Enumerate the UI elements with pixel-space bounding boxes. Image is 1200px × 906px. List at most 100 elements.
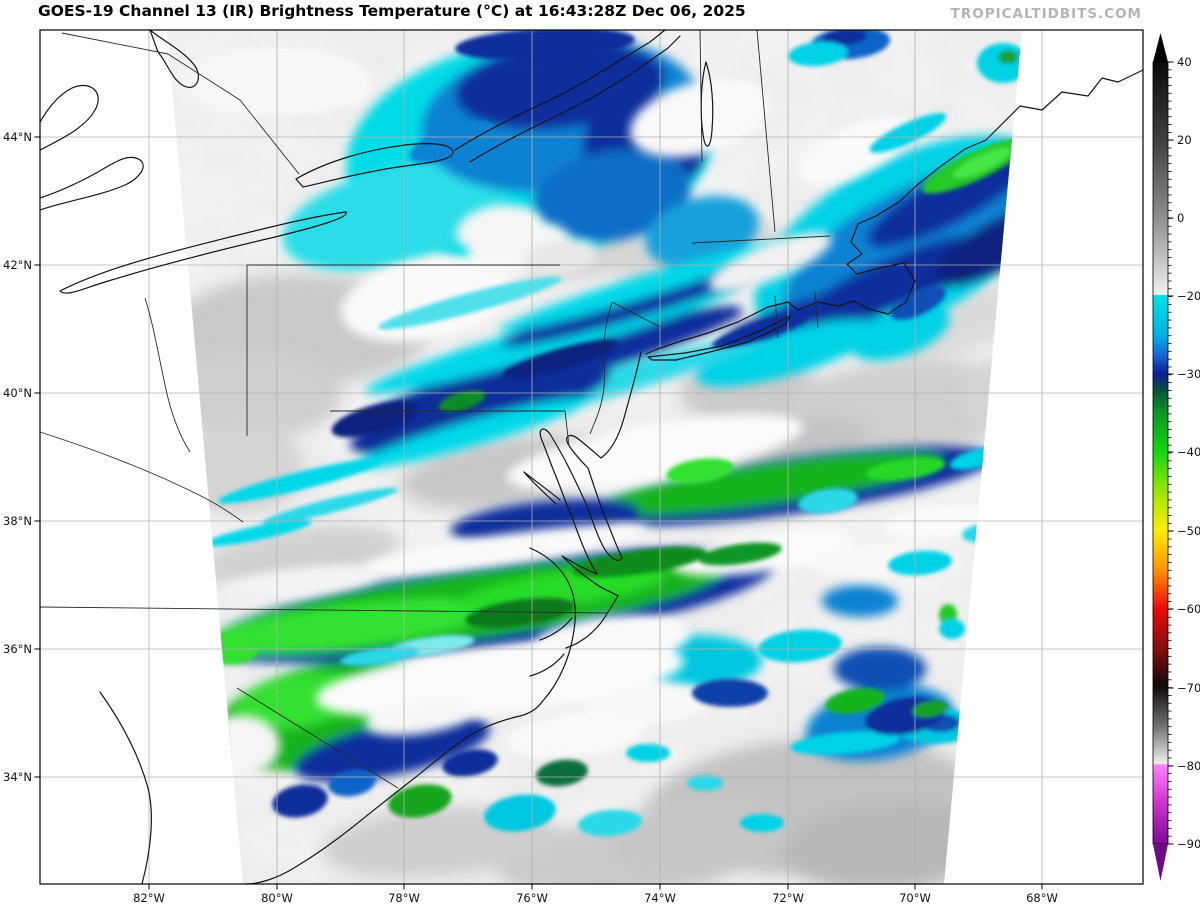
lon-tick-label: 82°W xyxy=(133,891,165,905)
cold-cloud-bands-layer-blob xyxy=(532,149,692,243)
border-line xyxy=(699,29,703,163)
coastline xyxy=(523,471,561,505)
border-line xyxy=(564,410,570,447)
cold-cloud-bands-layer-blob xyxy=(850,303,950,361)
convective-cells-layer-blob xyxy=(798,488,858,514)
state-borders xyxy=(39,29,831,789)
border-line xyxy=(756,29,776,233)
coastlines xyxy=(39,29,1144,885)
convective-cells-layer-blob xyxy=(692,679,768,707)
cold-cloud-bands-layer-blob xyxy=(457,566,667,612)
clear-gaps-layer-blob xyxy=(456,204,544,254)
colorbar-tick-label: −20 xyxy=(1177,289,1200,303)
lat-tick-label: 40°N xyxy=(3,386,32,400)
clear-gaps-layer-blob xyxy=(708,232,832,292)
map-frame xyxy=(39,29,1144,885)
cold-cloud-bands-layer-blob xyxy=(834,647,926,691)
coastline xyxy=(529,653,565,677)
colorbar-tick-label: −50 xyxy=(1177,524,1200,538)
clear-gaps-layer-blob xyxy=(361,523,649,575)
lon-tick-label: 68°W xyxy=(1026,891,1058,905)
convective-cells-layer-blob xyxy=(687,775,723,791)
lon-tick-label: 74°W xyxy=(644,891,676,905)
colorbar-tick-label: 20 xyxy=(1177,133,1192,147)
clear-gaps-layer-blob xyxy=(797,115,913,185)
lon-tick-label: 80°W xyxy=(261,891,293,905)
border-line xyxy=(589,301,613,435)
lon-tick-label: 78°W xyxy=(388,891,420,905)
convective-cells-layer-blob xyxy=(204,519,312,547)
clear-gaps-layer-blob xyxy=(222,565,378,599)
coastline xyxy=(469,35,681,163)
convective-cells-layer-blob xyxy=(698,542,782,566)
border-line xyxy=(39,431,244,523)
lat-tick-label: 38°N xyxy=(3,514,32,528)
border-line xyxy=(774,295,779,339)
convective-cells-layer-blob xyxy=(328,769,376,797)
coastline xyxy=(647,315,791,361)
gray-clouds-layer-blob xyxy=(960,352,1022,440)
convective-cells-layer-blob xyxy=(272,784,328,818)
coastline xyxy=(39,84,99,151)
convective-cells-layer-blob xyxy=(758,629,842,663)
border-line xyxy=(691,235,831,244)
convective-cells-layer-blob xyxy=(438,390,486,412)
convective-cells-layer-blob xyxy=(790,731,900,755)
lat-tick-label: 44°N xyxy=(3,130,32,144)
colorbar-tick-label: −70 xyxy=(1177,681,1200,695)
clear-gaps-layer-blob xyxy=(629,78,771,158)
coastline xyxy=(539,351,642,597)
lat-tick-label: 42°N xyxy=(3,258,32,272)
coastline xyxy=(39,156,144,211)
convective-cells-layer-blob xyxy=(217,458,383,504)
colorbar: 40 20 0 −20 −30 −40 −50 −60 −70 −80 −90 xyxy=(1152,33,1200,881)
convective-cells-layer-blob xyxy=(465,598,575,628)
cold-cloud-bands-layer-blob xyxy=(206,597,494,655)
lat-tick-label: 34°N xyxy=(3,770,32,784)
cold-cloud-bands-layer-blob xyxy=(350,364,610,454)
colorbar-tick-label: −90 xyxy=(1177,837,1200,851)
border-line xyxy=(39,606,609,614)
convective-cells-layer-blob xyxy=(890,286,946,320)
border-line xyxy=(236,687,399,789)
cold-cloud-bands-layer-blob xyxy=(498,241,786,333)
border-line xyxy=(611,301,661,328)
convective-cells-layer-blob xyxy=(788,41,848,67)
colorbar-tick-label: 40 xyxy=(1177,55,1192,69)
clear-gaps-layer-blob xyxy=(200,715,280,775)
coastline xyxy=(99,691,152,885)
axis-labels: 82°W 80°W 78°W 76°W 74°W 72°W 70°W 68°W 44°N 42°N… xyxy=(3,130,1058,905)
coastline xyxy=(645,69,1144,355)
coastline xyxy=(295,143,454,188)
convective-cells-layer-blob xyxy=(865,457,945,481)
convective-cells-layer-blob xyxy=(331,400,419,438)
coastline xyxy=(539,617,573,641)
cold-cloud-bands-layer-blob xyxy=(294,716,490,782)
convective-cells-layer-blob xyxy=(912,700,948,718)
colorbar-tick-label: −40 xyxy=(1177,445,1200,459)
graticule xyxy=(40,30,1143,884)
convective-cells-layer-blob xyxy=(340,646,420,666)
coastline xyxy=(149,29,199,88)
colorbar-arrow-top xyxy=(1153,33,1168,62)
convective-cells-layer-blob xyxy=(502,339,618,379)
convective-cells-layer-blob xyxy=(572,546,708,578)
clear-gaps-layer-blob xyxy=(534,615,690,665)
convective-cells-layer-blob xyxy=(740,814,784,832)
colorbar-gradient xyxy=(1152,61,1169,845)
convective-cells-layer-blob xyxy=(626,744,670,762)
watermark: TROPICALTIDBITS.COM xyxy=(950,6,1142,22)
coastline xyxy=(454,29,666,151)
cold-cloud-bands-layer-blob xyxy=(282,161,508,271)
lon-tick-label: 70°W xyxy=(899,891,931,905)
convective-cells-layer-blob xyxy=(825,688,885,714)
convective-cells-layer-blob xyxy=(952,147,1012,179)
coastline xyxy=(59,211,347,294)
page-title: GOES-19 Channel 13 (IR) Brightness Tempe… xyxy=(38,2,746,20)
convective-cells-layer-blob xyxy=(378,276,562,330)
clear-gaps-layer-blob xyxy=(365,700,475,736)
colorbar-tick-label: −60 xyxy=(1177,602,1200,616)
clear-gaps-layer xyxy=(188,48,998,775)
coastline xyxy=(245,547,576,885)
